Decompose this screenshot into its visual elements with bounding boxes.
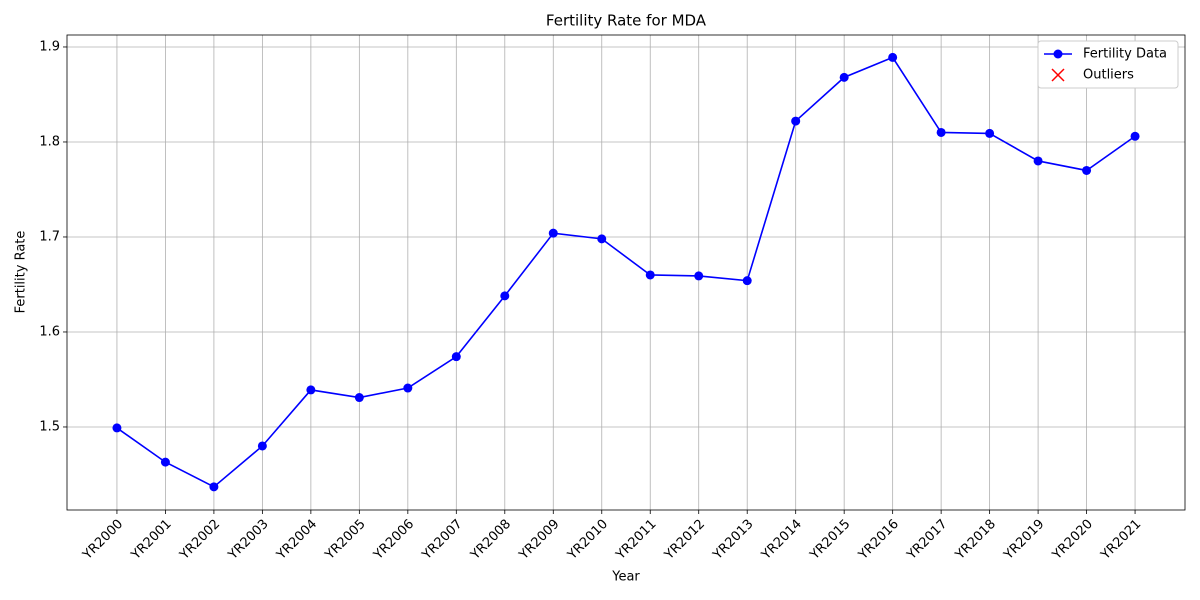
marker [597,234,607,244]
marker [985,128,995,138]
x-tick-label: YR2014 [758,517,805,564]
x-tick-label: YR2002 [176,517,223,564]
marker [306,385,316,395]
marker [1033,156,1043,166]
x-tick-label: YR2011 [613,517,660,564]
x-tick-label: YR2001 [128,517,175,564]
y-tick-label: 1.8 [39,134,60,149]
marker [645,270,655,280]
x-tick-label: YR2003 [225,517,272,564]
x-tick-label: YR2006 [370,517,417,564]
line [116,56,1136,488]
x-tick-label: YR2008 [467,517,514,564]
x-tick-label: YR2019 [1001,517,1048,564]
y-axis-label: Fertility Rate [14,231,29,314]
x-tick-label: YR2017 [904,517,951,564]
marker [257,441,267,451]
legend-label: Fertility Data [1083,47,1167,62]
marker [451,352,461,362]
marker [791,116,801,126]
marker [403,383,413,393]
x-tick-label: YR2012 [661,517,708,564]
marker [742,276,752,286]
marker [1053,49,1063,59]
marker [1082,165,1092,175]
marker [548,228,558,238]
y-tick-label: 1.7 [39,229,60,244]
marker [1130,131,1140,141]
marker [209,482,219,492]
marker [500,291,510,301]
x-tick-label: YR2016 [855,517,902,564]
marker [112,423,122,433]
legend-box [1037,40,1179,89]
x-tick-label: YR2000 [80,517,127,564]
marker [839,72,849,82]
x-tick-label: YR2004 [273,517,320,564]
y-tick-label: 1.6 [39,324,60,339]
x-tick-label: YR2020 [1049,517,1096,564]
marker [160,457,170,467]
x-tick-label: YR2009 [516,517,563,564]
marker [888,52,898,62]
y-tick-label: 1.5 [39,419,60,434]
chart-title: Fertility Rate for MDA [546,12,707,30]
x-tick-label: YR2015 [807,517,854,564]
plot-frame [66,34,1186,511]
x-tick-label: YR2013 [710,517,757,564]
x-axis-label: Year [611,570,640,585]
y-tick-label: 1.9 [39,39,60,54]
legend-label: Outliers [1083,68,1134,83]
marker [936,127,946,137]
x-tick-label: YR2007 [419,517,466,564]
x-tick-label: YR2005 [322,517,369,564]
marker [354,393,364,403]
x-tick-label: YR2021 [1098,517,1145,564]
x-tick-label: YR2010 [564,517,611,564]
x-tick-label: YR2018 [952,517,999,564]
marker [694,271,704,281]
marker [1051,68,1065,82]
legend: Fertility Data Outliers [1037,40,1179,89]
